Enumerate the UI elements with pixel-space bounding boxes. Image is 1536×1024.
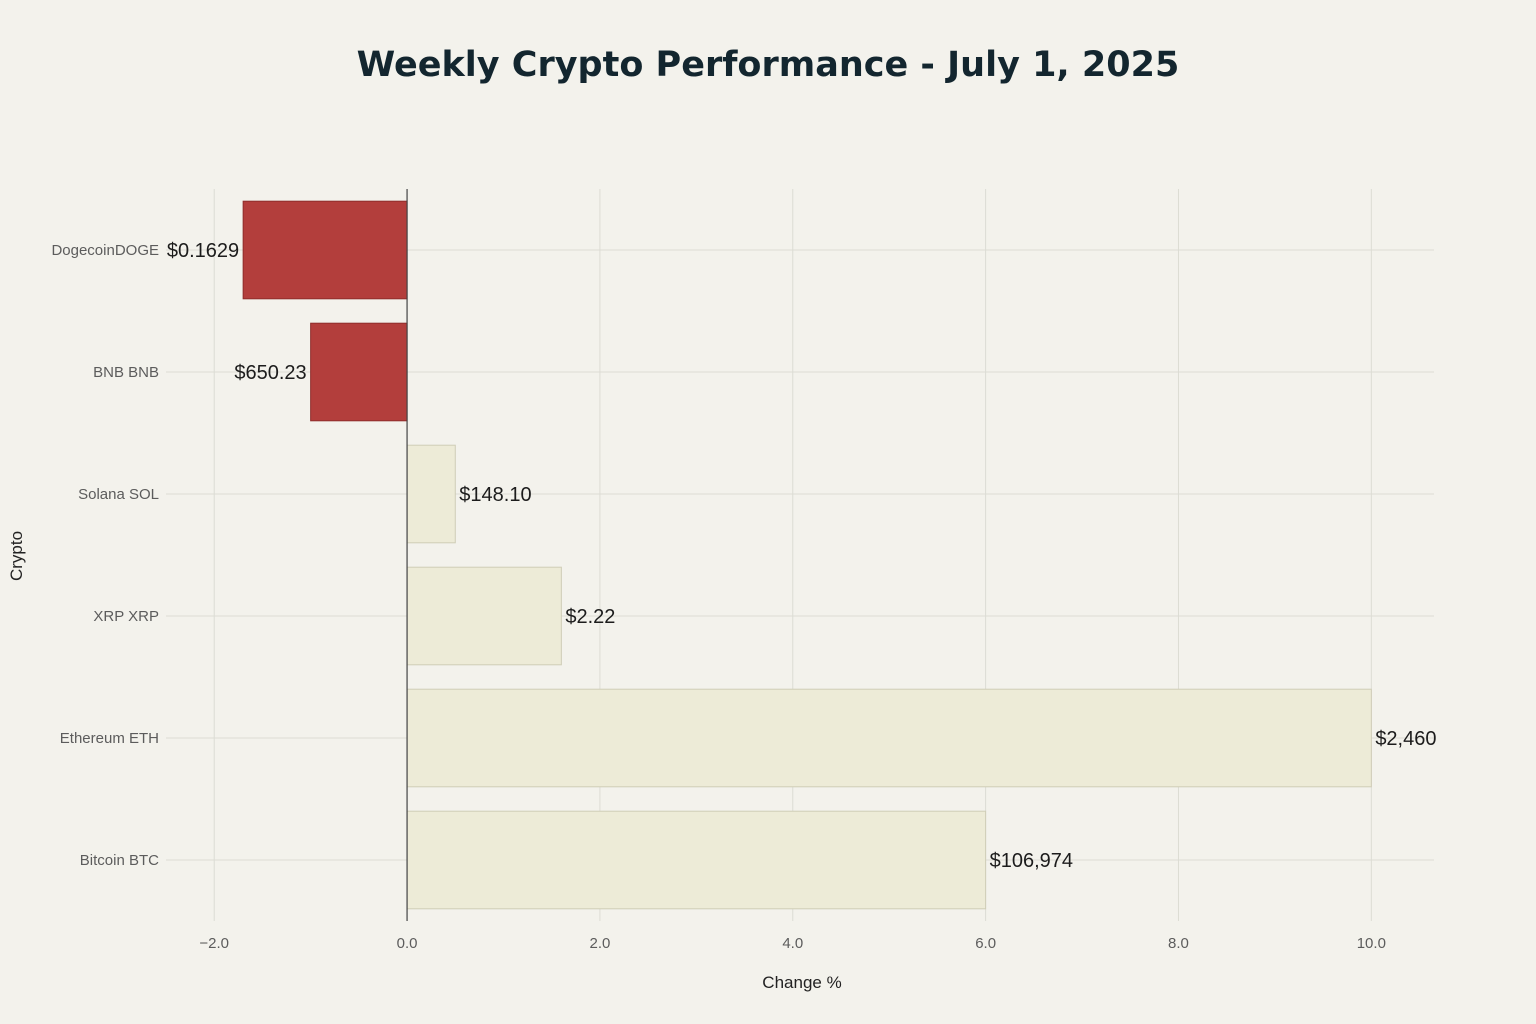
x-tick-label: 4.0 xyxy=(782,935,803,952)
y-tick-label: Bitcoin BTC xyxy=(80,852,159,869)
bar-solana-sol xyxy=(406,444,456,544)
y-tick-label: DogecoinDOGE xyxy=(51,242,159,259)
data-label: $2.22 xyxy=(565,606,615,628)
x-tick-label: −2.0 xyxy=(199,935,229,952)
y-tick-label: Ethereum ETH xyxy=(60,730,159,747)
chart-title: Weekly Crypto Performance - July 1, 2025 xyxy=(357,45,1180,85)
y-tick-label: XRP XRP xyxy=(93,608,159,625)
y-tick-label: BNB BNB xyxy=(93,364,159,381)
y-tick-labels: DogecoinDOGE BNB BNB Solana SOL XRP XRP Ethe… xyxy=(51,242,159,869)
y-tick-label: Solana SOL xyxy=(78,486,159,503)
x-tick-label: 10.0 xyxy=(1357,935,1386,952)
x-tick-labels: −2.0 0.0 2.0 4.0 6.0 8.0 10.0 xyxy=(199,935,1386,952)
bars xyxy=(242,189,1372,921)
bar-bitcoin-btc xyxy=(406,810,987,910)
data-label: $2,460 xyxy=(1375,728,1436,750)
x-tick-label: 8.0 xyxy=(1168,935,1189,952)
bar-bnb-bnb xyxy=(310,322,408,422)
data-labels: $0.1629 $650.23 $148.10 $2.22 $2,460 $106,974 xyxy=(167,240,1437,872)
data-label: $650.23 xyxy=(234,362,306,384)
bar-xrp-xrp xyxy=(406,566,562,666)
x-tick-label: 6.0 xyxy=(975,935,996,952)
data-label: $106,974 xyxy=(990,850,1073,872)
x-axis-label: Change % xyxy=(762,973,841,992)
x-tick-label: 2.0 xyxy=(589,935,610,952)
y-axis-label: Crypto xyxy=(7,531,26,581)
bar-ethereum-eth xyxy=(406,688,1372,788)
x-tick-label: 0.0 xyxy=(397,935,418,952)
bar-dogecoindoge xyxy=(242,200,408,300)
data-label: $0.1629 xyxy=(167,240,239,262)
data-label: $148.10 xyxy=(459,484,531,506)
